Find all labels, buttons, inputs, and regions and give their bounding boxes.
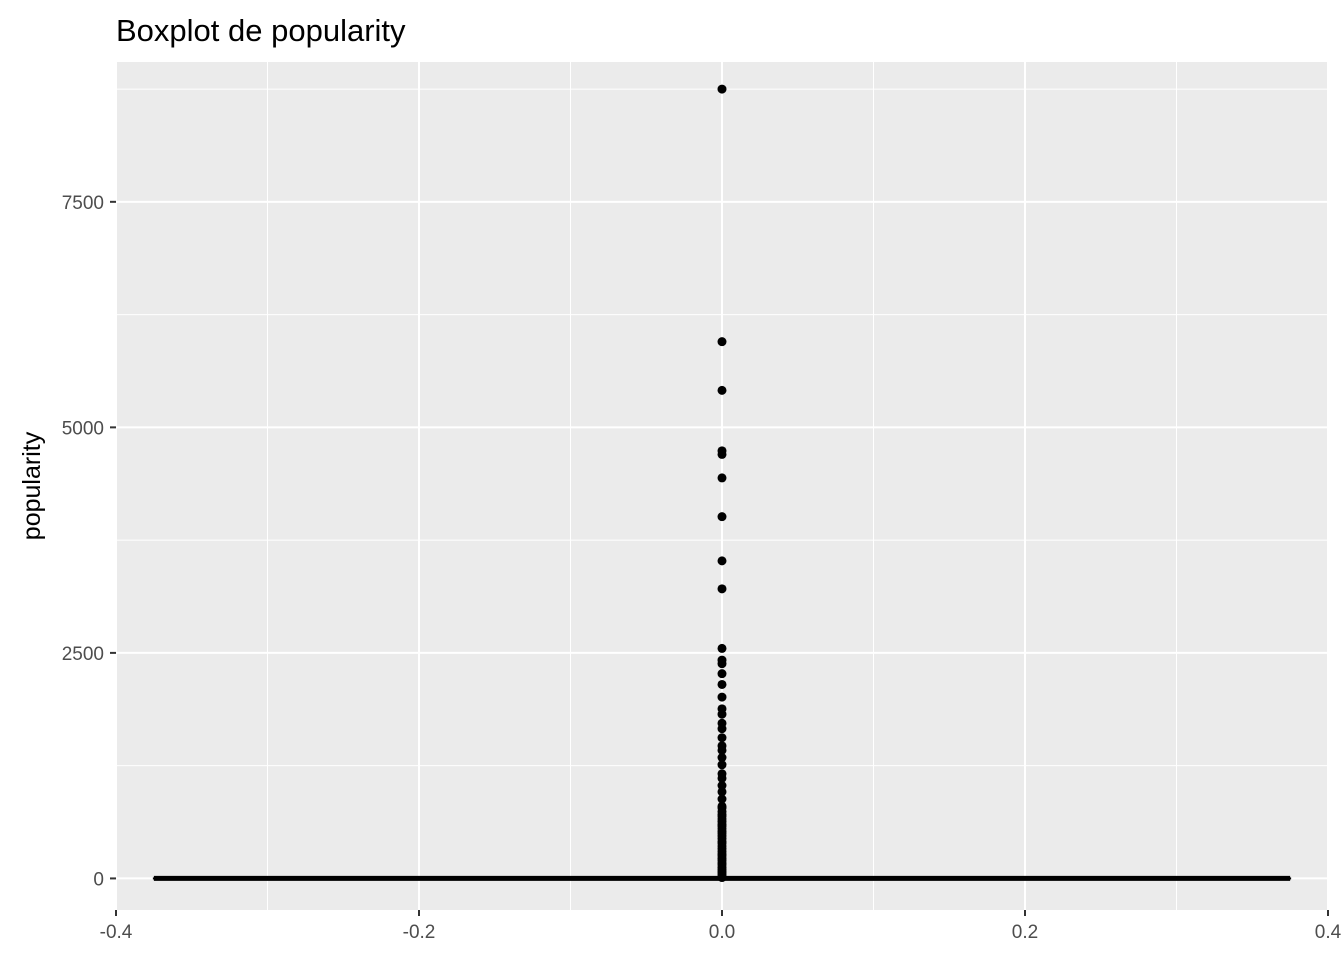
outlier-point: [717, 760, 727, 770]
x-tick-label: -0.4: [100, 922, 133, 943]
outlier-point: [717, 733, 727, 743]
x-tick-label: 0.4: [1315, 922, 1342, 943]
outlier-point: [717, 337, 727, 347]
outlier-point: [717, 724, 727, 734]
boxplot-marks: [152, 84, 1292, 883]
y-tick-label: 7500: [62, 193, 104, 214]
x-axis: -0.4 -0.2 0.0 0.2 0.4: [100, 910, 1342, 943]
outlier-point: [717, 679, 727, 689]
x-tick-label: 0.0: [709, 922, 735, 943]
outlier-point: [717, 659, 727, 669]
outlier-point: [717, 692, 727, 702]
outlier-point: [717, 473, 727, 483]
y-tick-label: 2500: [62, 644, 104, 665]
outlier-point: [717, 643, 727, 653]
y-axis: 0 2500 5000 7500: [62, 193, 116, 890]
outlier-point: [717, 709, 727, 719]
y-tick-label: 0: [93, 869, 104, 890]
outlier-point: [717, 794, 727, 804]
x-tick-label: -0.2: [403, 922, 436, 943]
chart-title: Boxplot de popularity: [116, 13, 406, 48]
outlier-point: [717, 84, 727, 94]
outlier-point: [717, 745, 727, 755]
outlier-point: [717, 556, 727, 566]
outlier-point: [717, 512, 727, 522]
outlier-point: [717, 385, 727, 395]
outlier-point: [717, 787, 727, 797]
outlier-point: [717, 873, 727, 883]
outlier-point: [717, 669, 727, 679]
outlier-point: [717, 781, 727, 791]
outlier-point: [717, 449, 727, 459]
y-axis-label: popularity: [18, 431, 46, 540]
x-tick-label: 0.2: [1012, 922, 1038, 943]
outlier-point: [717, 773, 727, 783]
outlier-point: [717, 584, 727, 594]
outlier-point: [717, 753, 727, 763]
y-tick-label: 5000: [62, 418, 104, 439]
